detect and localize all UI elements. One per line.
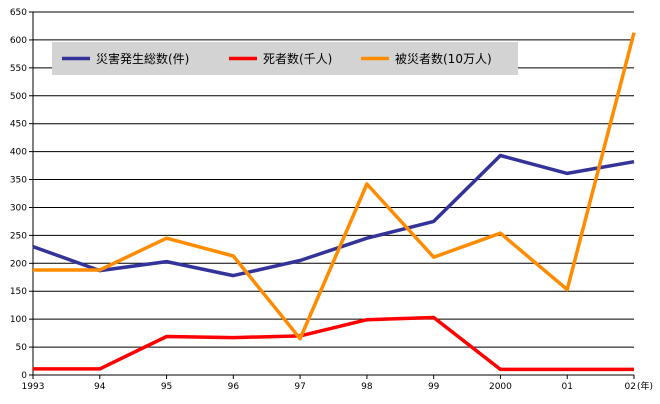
- legend-box: [52, 42, 518, 75]
- y-tick-label: 500: [10, 92, 27, 102]
- y-tick-label: 550: [10, 64, 27, 74]
- y-tick-label: 350: [10, 176, 27, 186]
- x-tick-label: 94: [94, 382, 106, 392]
- series-line-1: [32, 153, 635, 278]
- x-tick-label: 99: [428, 382, 440, 392]
- legend-label: 被災者数(10万人): [395, 51, 492, 66]
- x-tick-label: 98: [361, 382, 373, 392]
- y-tick-label: 300: [10, 203, 27, 213]
- y-tick-label: 50: [16, 343, 28, 353]
- y-tick-label: 650: [10, 8, 27, 18]
- y-tick-label: 600: [10, 36, 27, 46]
- series-line-2: [33, 315, 634, 372]
- legend-label: 死者数(千人): [263, 51, 332, 66]
- axes: 0 50 100 150 200 250 300 350 400 450 500 550 600 650 1…: [10, 8, 653, 392]
- x-tick-label: 96: [228, 382, 240, 392]
- y-tick-label: 200: [10, 259, 27, 269]
- legend: 災害発生総数(件) 死者数(千人) 被災者数(10万人): [52, 42, 518, 75]
- x-tick-label: 02: [625, 382, 636, 392]
- x-tick-label: 95: [161, 382, 172, 392]
- x-tick-label: 1993: [22, 382, 45, 392]
- y-tick-label: 400: [10, 148, 27, 158]
- x-tick-label: 97: [294, 382, 305, 392]
- x-unit-label: (年): [637, 380, 653, 392]
- x-tick-label: 2000: [489, 382, 512, 392]
- y-tick-label: 0: [21, 371, 27, 381]
- x-tick-label: 01: [561, 382, 572, 392]
- y-tick-label: 150: [10, 287, 27, 297]
- y-tick-label: 100: [10, 315, 27, 325]
- series-lines: [32, 32, 636, 372]
- series-line-3: [33, 32, 636, 341]
- y-tick-label: 250: [10, 231, 27, 241]
- y-tick-label: 450: [10, 120, 27, 130]
- legend-label: 災害発生総数(件): [96, 51, 189, 66]
